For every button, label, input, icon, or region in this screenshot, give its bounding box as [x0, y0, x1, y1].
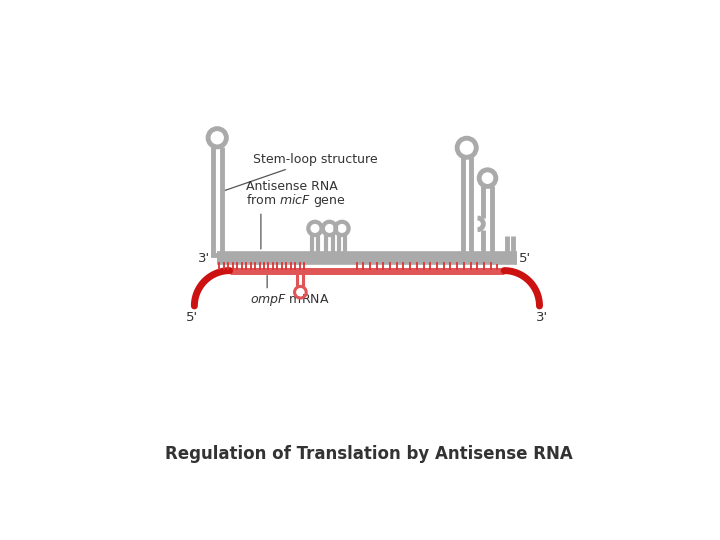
Text: 3': 3': [536, 311, 548, 324]
Text: Stem-loop structure: Stem-loop structure: [221, 153, 377, 192]
Text: 5': 5': [186, 311, 198, 324]
Text: 3': 3': [197, 252, 210, 265]
Text: 5': 5': [518, 252, 531, 265]
Text: Regulation of Translation by Antisense RNA: Regulation of Translation by Antisense R…: [165, 444, 573, 463]
Text: Antisense RNA: Antisense RNA: [246, 180, 338, 193]
Text: from $\mathit{micF}$ gene: from $\mathit{micF}$ gene: [246, 192, 346, 210]
Text: $\mathit{ompF}$ mRNA: $\mathit{ompF}$ mRNA: [251, 292, 330, 308]
